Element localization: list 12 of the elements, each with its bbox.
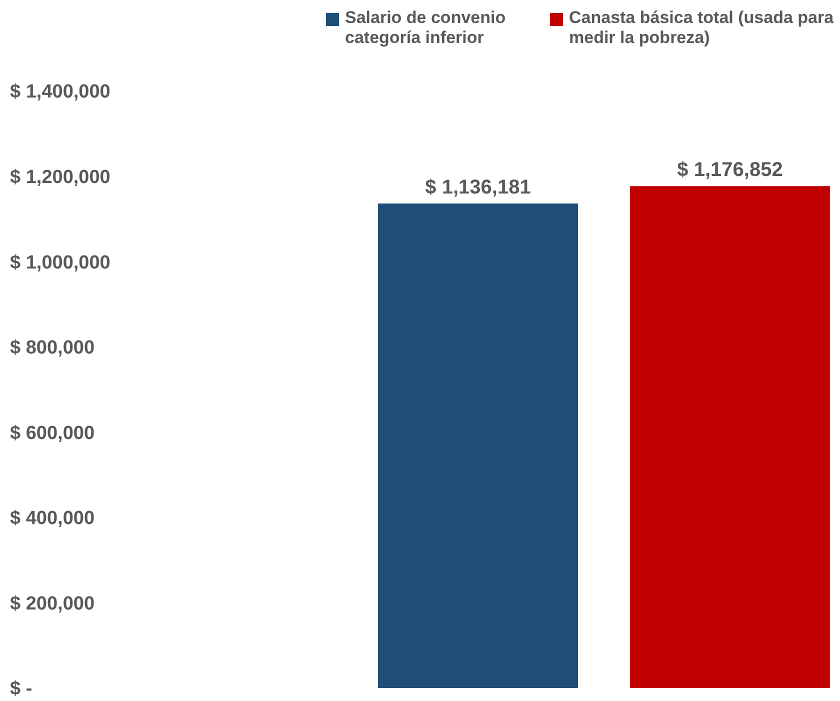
legend-label: Canasta básica total (usada para medir la pobreza)	[569, 8, 835, 48]
y-tick-label: $ 200,000	[10, 593, 95, 614]
y-tick-label: $ 1,200,000	[10, 167, 110, 188]
y-tick-label: $ 800,000	[10, 338, 95, 359]
y-tick-label: $ 400,000	[10, 508, 95, 530]
legend-label: Salario de convenio categoría inferior	[345, 8, 507, 48]
y-tick-label: $ 1,400,000	[10, 82, 110, 103]
y-tick-label: $ 600,000	[10, 422, 95, 444]
data-label: $ 1,176,852	[677, 159, 783, 182]
y-tick-label: $ 1,000,000	[10, 252, 110, 274]
y-tick-label: $ -	[10, 678, 32, 700]
data-label: $ 1,136,181	[425, 176, 531, 198]
